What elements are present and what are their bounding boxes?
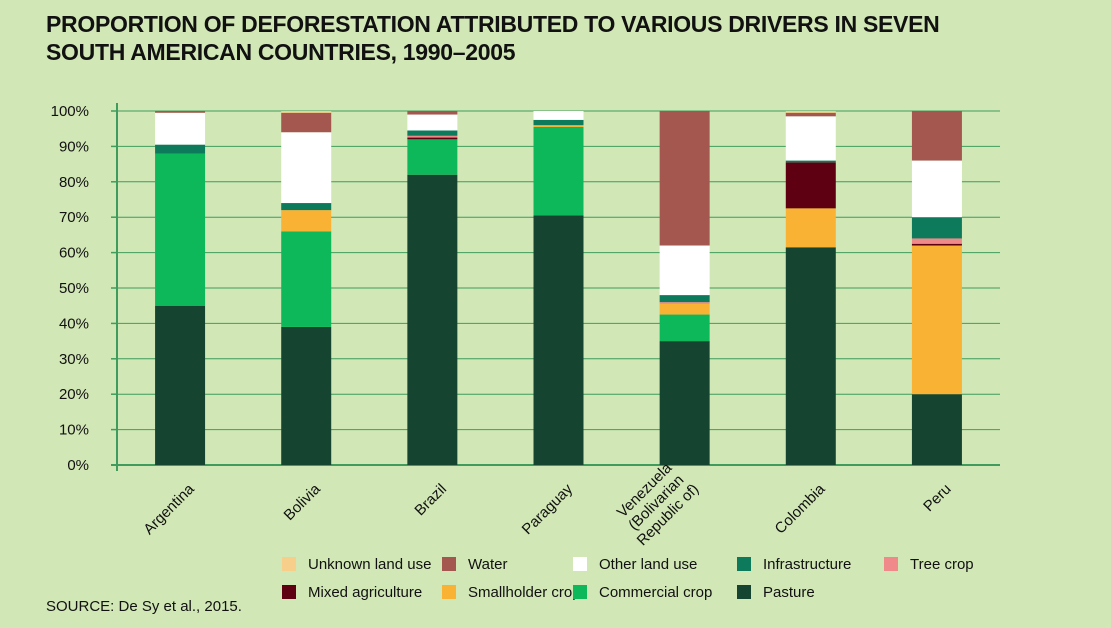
x-tick-label-line: Paraguay — [519, 480, 577, 538]
legend-label: Other land use — [599, 556, 697, 573]
source-note: SOURCE: De Sy et al., 2015. — [46, 598, 242, 615]
legend-swatch — [737, 557, 751, 571]
y-tick-label: 20% — [59, 386, 89, 403]
legend-label: Unknown land use — [308, 556, 431, 573]
chart-title: PROPORTION OF DEFORESTATION ATTRIBUTED T… — [46, 11, 940, 65]
bar-segment — [155, 153, 206, 306]
x-tick-label-line: Peru — [920, 481, 954, 515]
y-tick-label: 60% — [59, 245, 89, 262]
bar-segment — [407, 111, 458, 115]
bar-segment — [281, 111, 332, 113]
bar-segment — [911, 217, 962, 239]
bar-segment — [533, 215, 584, 465]
y-tick-label: 100% — [51, 103, 89, 120]
bar-segment — [785, 160, 836, 163]
x-tick-label: Paraguay — [519, 480, 577, 538]
bar-segment — [911, 111, 962, 161]
x-tick-label: Colombia — [772, 480, 829, 537]
bar-segment — [281, 112, 332, 133]
x-tick-label: Argentina — [140, 480, 198, 538]
y-tick-label: 30% — [59, 351, 89, 368]
bar-segment — [533, 125, 584, 127]
bar-segment — [407, 114, 458, 131]
y-tick-label: 70% — [59, 209, 89, 226]
bar-segment — [155, 305, 206, 465]
x-tick-label: Brazil — [411, 481, 450, 520]
bar-segment — [281, 231, 332, 327]
bar-segment — [911, 238, 962, 244]
bar-segment — [155, 112, 206, 145]
bar-segment — [659, 303, 710, 315]
bar-segment — [533, 111, 584, 120]
bar-segment — [911, 245, 962, 395]
legend-swatch — [884, 557, 898, 571]
bar-segment — [407, 130, 458, 136]
bar-segment — [659, 302, 710, 304]
bar-segment — [785, 111, 836, 113]
legend-label: Tree crop — [910, 556, 974, 573]
bar-segment — [659, 295, 710, 303]
bar-segment — [785, 208, 836, 248]
bar-segment — [785, 116, 836, 161]
legend-label: Mixed agriculture — [308, 584, 422, 601]
legend-label: Pasture — [763, 584, 815, 601]
y-tick-label: 10% — [59, 422, 89, 439]
y-tick-label: 40% — [59, 315, 89, 332]
legend-swatch — [573, 585, 587, 599]
x-tick-label: Peru — [920, 481, 954, 515]
bar-segment — [407, 174, 458, 465]
bar-segment — [785, 247, 836, 465]
bar-segment — [659, 111, 710, 246]
y-tick-label: 80% — [59, 174, 89, 191]
bar-segment — [911, 394, 962, 465]
legend-label: Infrastructure — [763, 556, 851, 573]
bar-segment — [785, 162, 836, 209]
bar-segment — [281, 203, 332, 211]
legend-swatch — [442, 585, 456, 599]
x-tick-label-line: Colombia — [772, 480, 829, 537]
legend-swatch — [282, 585, 296, 599]
bar-segment — [407, 137, 458, 140]
legend-label: Commercial crop — [599, 584, 712, 601]
bar-segment — [533, 126, 584, 216]
x-tick-label: Bolivia — [281, 480, 325, 524]
bar-segment — [155, 144, 206, 154]
y-tick-label: 0% — [67, 457, 89, 474]
bar-segment — [407, 135, 458, 138]
legend-swatch — [442, 557, 456, 571]
bar-segment — [281, 132, 332, 204]
legend-swatch — [282, 557, 296, 571]
x-tick-label-line: Bolivia — [281, 480, 325, 524]
legend-label: Smallholder crop — [468, 584, 581, 601]
bar-segment — [911, 160, 962, 218]
legend-swatch — [737, 585, 751, 599]
bar-segment — [659, 341, 710, 465]
bar-segment — [281, 326, 332, 465]
bar-segment — [659, 245, 710, 296]
y-tick-label: 90% — [59, 138, 89, 155]
bar-segment — [785, 112, 836, 117]
legend-label: Water — [468, 556, 507, 573]
bar-segment — [281, 210, 332, 232]
bar-segment — [659, 314, 710, 342]
bar-segment — [533, 119, 584, 126]
bar-segment — [407, 139, 458, 175]
x-tick-label-line: Brazil — [411, 481, 450, 520]
x-tick-label: Venezuela (Bolivarian Republic of) — [610, 457, 703, 550]
bar-segment — [911, 243, 962, 246]
x-tick-label-line: Argentina — [140, 480, 198, 538]
bar-segment — [155, 111, 206, 113]
legend-swatch — [573, 557, 587, 571]
y-tick-label: 50% — [59, 280, 89, 297]
